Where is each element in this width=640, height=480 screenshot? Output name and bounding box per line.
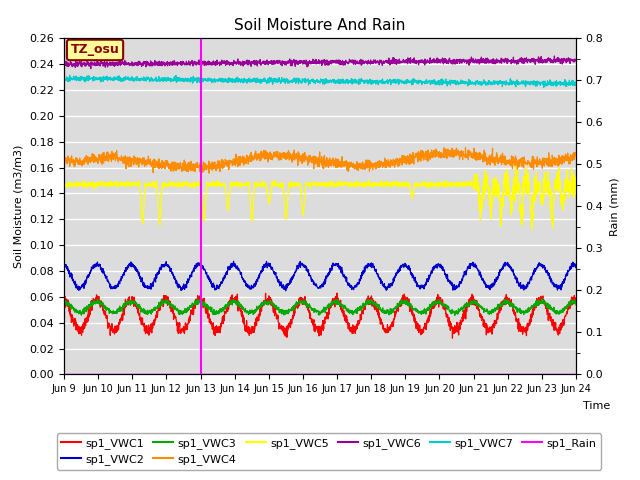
Legend: sp1_VWC1, sp1_VWC2, sp1_VWC3, sp1_VWC4, sp1_VWC5, sp1_VWC6, sp1_VWC7, sp1_Rain: sp1_VWC1, sp1_VWC2, sp1_VWC3, sp1_VWC4, … [57,433,601,469]
Text: TZ_osu: TZ_osu [70,44,120,57]
Y-axis label: Rain (mm): Rain (mm) [609,177,619,236]
Y-axis label: Soil Moisture (m3/m3): Soil Moisture (m3/m3) [14,144,24,268]
Title: Soil Moisture And Rain: Soil Moisture And Rain [234,18,406,33]
X-axis label: Time: Time [583,401,610,411]
